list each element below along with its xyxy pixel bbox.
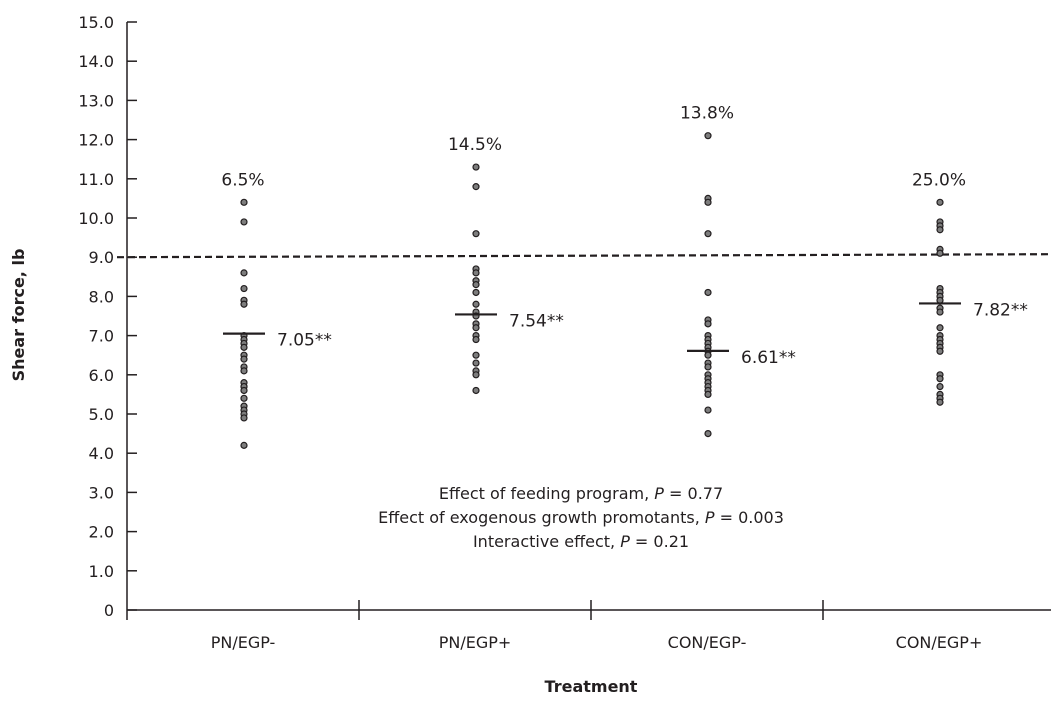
data-point [472,371,480,379]
data-point [704,430,712,438]
data-point [472,324,480,332]
data-point [240,300,248,308]
data-point [936,198,944,206]
threshold-line [116,253,1051,259]
x-tick-label: PN/EGP+ [439,633,512,652]
y-tick-label: 12.0 [78,131,114,150]
y-tick-label: 13.0 [78,91,114,110]
y-tick-label: 3.0 [89,483,114,502]
effect-note-text: Effect of feeding program, [439,484,654,503]
data-point [240,394,248,402]
labels-layer: 7.05** 6.5% 7.54** 14.5% 6.61** 13.8% 7.82** 25… [221,104,1027,368]
data-point [704,198,712,206]
p-symbol: P [705,508,715,527]
y-tick-label: 9.0 [89,248,114,267]
data-point [936,375,944,383]
data-point [240,386,248,395]
y-tick-label: 5.0 [89,405,114,424]
effects-note: Effect of feeding program, P = 0.77Effec… [378,484,784,551]
y-tick-label: 6.0 [89,366,114,385]
x-tick-label: CON/EGP+ [896,633,983,652]
percent-label: 14.5% [448,135,502,155]
mean-label: 7.05** [277,331,332,351]
effect-note-text: Interactive effect, [473,532,620,551]
data-point [472,183,480,191]
data-point [704,320,712,328]
effect-note-line: Interactive effect, P = 0.21 [473,532,689,551]
threshold-layer [116,253,1051,259]
data-point [240,441,248,449]
y-tick-label: 2.0 [89,523,114,542]
data-point [472,281,480,289]
y-tick-label: 15.0 [78,13,114,32]
data-point [472,300,480,308]
mean-label: 7.82** [973,300,1028,320]
data-point [472,351,480,359]
p-symbol: P [654,484,664,503]
data-point [704,406,712,414]
axes: 0 1.0 2.0 3.0 4.0 5.0 6.0 7.0 8.0 9.0 10.0 11.0 12.0… [78,13,1051,652]
data-point [240,284,248,293]
data-point [704,132,712,140]
y-tick-label: 14.0 [78,52,114,71]
data-point [472,288,480,297]
data-point [240,198,248,206]
effect-note-text: Effect of exogenous growth promotants, [378,508,705,527]
y-tick-label: 1.0 [89,562,114,581]
p-value: = 0.21 [630,532,689,551]
data-point [936,249,944,257]
data-point [240,367,248,375]
y-tick-label: 0 [104,601,114,620]
data-point [240,269,248,277]
data-point [240,343,248,351]
p-symbol: P [620,532,630,551]
y-tick-label: 8.0 [89,287,114,306]
x-tick-label: CON/EGP- [668,633,747,652]
data-point [936,382,944,391]
data-point [704,230,712,238]
data-point [936,324,944,332]
x-axis-title: Treatment [545,677,638,696]
y-tick-label: 4.0 [89,444,114,463]
data-point [472,359,480,367]
data-point [704,351,712,359]
percent-label: 13.8% [680,104,734,124]
points-layer [223,132,961,449]
data-point [472,269,480,277]
data-point [936,308,944,316]
data-point [704,363,712,371]
data-point [472,230,480,238]
data-point [240,414,248,422]
percent-label: 6.5% [221,170,264,190]
y-tick-label: 7.0 [89,327,114,346]
p-value: = 0.003 [715,508,784,527]
y-axis-title: Shear force, lb [9,249,28,382]
effect-note-line: Effect of exogenous growth promotants, P… [378,508,784,527]
data-point [704,390,712,398]
data-point [240,355,248,363]
data-point [472,335,480,344]
data-point [936,347,944,355]
data-point [704,288,712,297]
p-value: = 0.77 [664,484,723,503]
mean-label: 7.54** [509,311,564,331]
data-point [472,386,480,395]
mean-label: 6.61** [741,348,796,368]
y-tick-label: 11.0 [78,170,114,189]
x-tick-label: PN/EGP- [211,633,276,652]
y-tick-label: 10.0 [78,209,114,228]
data-point [240,218,248,226]
percent-label: 25.0% [912,170,966,190]
data-point [936,398,944,406]
data-point [936,226,944,234]
data-point [472,163,480,171]
effect-note-line: Effect of feeding program, P = 0.77 [439,484,723,503]
